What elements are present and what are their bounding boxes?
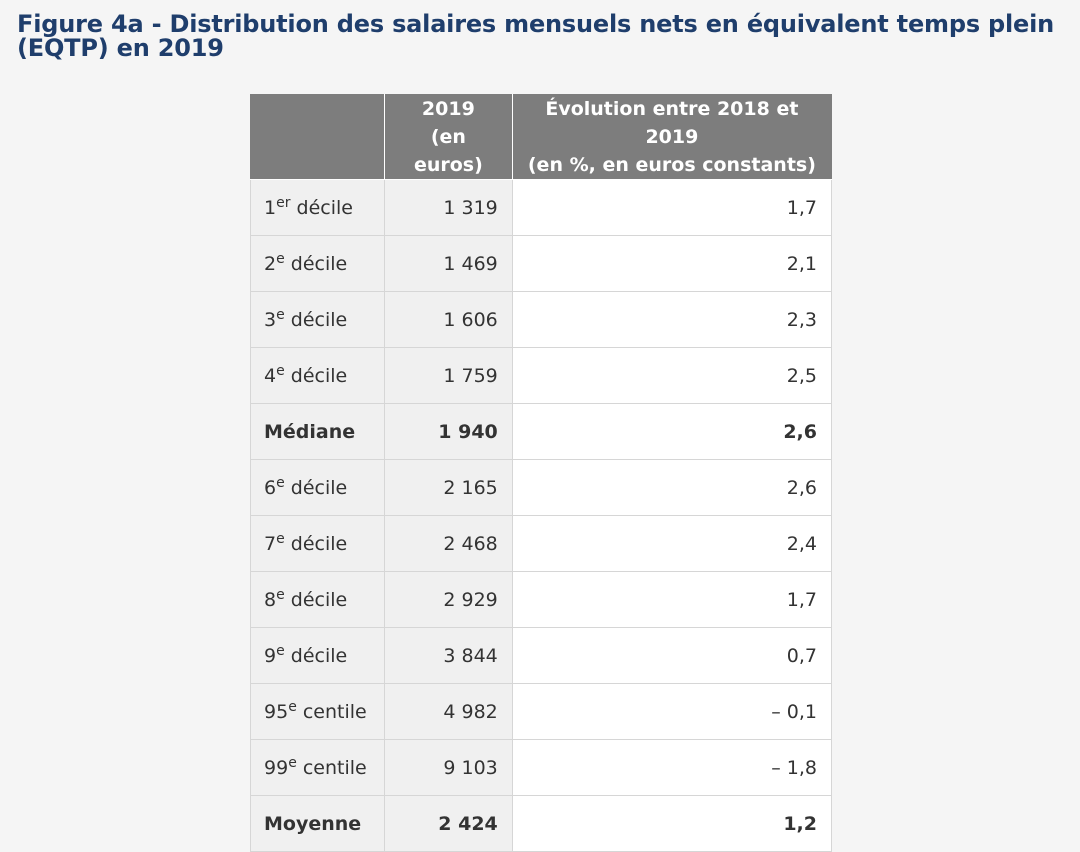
row-label: 1er décile <box>250 179 385 236</box>
row-value-2019: 4 982 <box>383 683 513 740</box>
row-label-superscript: e <box>276 642 285 659</box>
row-label-main: 6 <box>264 476 277 499</box>
row-label-suffix: décile <box>296 196 353 219</box>
row-label-main: 4 <box>264 364 277 387</box>
row-value-2019: 2 468 <box>383 515 513 572</box>
row-label-suffix: centile <box>302 700 367 723</box>
row-label: 8e décile <box>250 571 385 628</box>
header-2019-line1: 2019 <box>421 98 475 120</box>
row-evolution: 2,1 <box>511 235 833 292</box>
row-evolution: 2,6 <box>511 403 833 460</box>
row-label-main: 7 <box>264 532 277 555</box>
header-evolution-line1: Évolution entre 2018 et 2019 <box>545 98 799 148</box>
row-label-main: 2 <box>264 252 277 275</box>
header-label-cell <box>250 94 385 180</box>
row-value-2019: 1 319 <box>383 179 513 236</box>
row-label-superscript: e <box>276 250 285 267</box>
row-label-main: Moyenne <box>264 812 362 835</box>
table-header-row: 2019 (en euros) Évolution entre 2018 et … <box>250 94 833 180</box>
table-row: 4e décile 1 759 2,5 <box>250 347 833 404</box>
header-2019: 2019 (en euros) <box>383 94 513 180</box>
row-label-suffix: décile <box>290 588 348 611</box>
row-label: 3e décile <box>250 291 385 348</box>
row-label-suffix: décile <box>290 644 348 667</box>
header-evolution-line2: (en %, en euros constants) <box>527 154 816 176</box>
row-label-suffix: centile <box>302 756 367 779</box>
row-label-main: 8 <box>264 588 277 611</box>
table-row: 9e décile 3 844 0,7 <box>250 627 833 684</box>
table-row: Médiane 1 940 2,6 <box>250 403 833 460</box>
table-row: 2e décile 1 469 2,1 <box>250 235 833 292</box>
row-evolution: 0,7 <box>511 627 833 684</box>
row-label-superscript: e <box>288 754 297 771</box>
row-label: Moyenne <box>250 795 385 852</box>
row-label: Médiane <box>250 403 385 460</box>
row-label: 99e centile <box>250 739 385 796</box>
table-row: Moyenne 2 424 1,2 <box>250 795 833 852</box>
row-evolution: 2,4 <box>511 515 833 572</box>
figure-title: Figure 4a - Distribution des salaires me… <box>17 10 1055 62</box>
row-label-suffix: décile <box>290 364 348 387</box>
row-value-2019: 1 940 <box>383 403 513 460</box>
row-label-suffix: décile <box>290 252 348 275</box>
salary-distribution-table: 2019 (en euros) Évolution entre 2018 et … <box>250 94 833 852</box>
row-evolution: 2,6 <box>511 459 833 516</box>
table-row: 3e décile 1 606 2,3 <box>250 291 833 348</box>
table-row: 1er décile 1 319 1,7 <box>250 179 833 236</box>
row-value-2019: 1 759 <box>383 347 513 404</box>
row-value-2019: 9 103 <box>383 739 513 796</box>
row-label: 95e centile <box>250 683 385 740</box>
row-evolution: 1,2 <box>511 795 833 852</box>
row-label-main: 3 <box>264 308 277 331</box>
row-label-superscript: e <box>276 362 285 379</box>
table-row: 8e décile 2 929 1,7 <box>250 571 833 628</box>
row-label: 4e décile <box>250 347 385 404</box>
row-label-suffix: décile <box>290 308 348 331</box>
row-label: 2e décile <box>250 235 385 292</box>
table-row: 6e décile 2 165 2,6 <box>250 459 833 516</box>
row-value-2019: 1 469 <box>383 235 513 292</box>
row-evolution: 2,5 <box>511 347 833 404</box>
table-body: 1er décile 1 319 1,7 2e décile 1 469 2,1 3e dé… <box>250 179 833 852</box>
row-label-suffix: décile <box>290 532 348 555</box>
header-evolution: Évolution entre 2018 et 2019 (en %, en e… <box>511 94 833 180</box>
row-label-superscript: e <box>276 530 285 547</box>
row-label-superscript: e <box>276 474 285 491</box>
row-value-2019: 3 844 <box>383 627 513 684</box>
row-value-2019: 2 929 <box>383 571 513 628</box>
row-label: 9e décile <box>250 627 385 684</box>
row-evolution: 1,7 <box>511 179 833 236</box>
table-row: 7e décile 2 468 2,4 <box>250 515 833 572</box>
row-label-main: Médiane <box>264 420 356 443</box>
table-row: 95e centile 4 982– 0,1 <box>250 683 833 740</box>
row-value-2019: 1 606 <box>383 291 513 348</box>
row-evolution: 2,3 <box>511 291 833 348</box>
row-evolution: – 0,1 <box>511 683 833 740</box>
row-label: 7e décile <box>250 515 385 572</box>
row-label: 6e décile <box>250 459 385 516</box>
row-value-2019: 2 165 <box>383 459 513 516</box>
row-evolution: 1,7 <box>511 571 833 628</box>
row-label-main: 1 <box>264 196 277 219</box>
header-2019-line2: (en euros) <box>413 126 483 176</box>
table-row: 99e centile 9 103– 1,8 <box>250 739 833 796</box>
row-evolution: – 1,8 <box>511 739 833 796</box>
row-label-superscript: e <box>288 698 297 715</box>
row-label-superscript: e <box>276 306 285 323</box>
row-label-main: 99 <box>264 756 289 779</box>
row-label-superscript: e <box>276 586 285 603</box>
row-label-main: 9 <box>264 644 277 667</box>
row-label-superscript: er <box>276 194 291 211</box>
row-label-main: 95 <box>264 700 289 723</box>
row-value-2019: 2 424 <box>383 795 513 852</box>
row-label-suffix: décile <box>290 476 348 499</box>
